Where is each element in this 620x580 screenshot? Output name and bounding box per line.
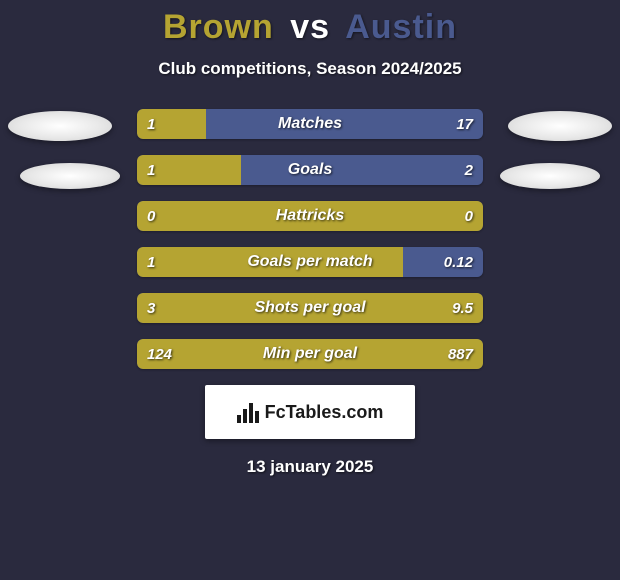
stat-right-value: 2 (465, 155, 473, 185)
stat-row: 12Goals (137, 155, 483, 185)
stat-left-value: 124 (147, 339, 172, 369)
stat-right-value: 9.5 (452, 293, 473, 323)
player2-name: Austin (345, 8, 457, 46)
avatar-placeholder-right-1 (508, 111, 612, 141)
stat-right-fill (206, 109, 483, 139)
stat-left-fill (137, 201, 483, 231)
stat-right-fill (241, 155, 483, 185)
stat-left-fill (137, 293, 483, 323)
stat-left-fill (137, 247, 403, 277)
comparison-card: Brown vs Austin Club competitions, Seaso… (0, 0, 620, 477)
stat-row: 10.12Goals per match (137, 247, 483, 277)
stat-left-value: 1 (147, 155, 155, 185)
bar-chart-icon (237, 401, 259, 423)
vs-label: vs (290, 8, 330, 46)
avatar-placeholder-left-2 (20, 163, 120, 189)
stat-row: 39.5Shots per goal (137, 293, 483, 323)
stat-row: 00Hattricks (137, 201, 483, 231)
stats-area: 117Matches12Goals00Hattricks10.12Goals p… (0, 109, 620, 369)
stat-right-value: 17 (456, 109, 473, 139)
stat-left-fill (137, 339, 483, 369)
stat-row: 117Matches (137, 109, 483, 139)
page-title: Brown vs Austin (0, 8, 620, 47)
stat-left-value: 1 (147, 109, 155, 139)
avatar-placeholder-left-1 (8, 111, 112, 141)
stat-left-value: 0 (147, 201, 155, 231)
stat-left-value: 3 (147, 293, 155, 323)
stat-right-value: 887 (448, 339, 473, 369)
stat-right-value: 0.12 (444, 247, 473, 277)
date-label: 13 january 2025 (0, 457, 620, 477)
avatar-placeholder-right-2 (500, 163, 600, 189)
brand-badge: FcTables.com (205, 385, 415, 439)
brand-text: FcTables.com (265, 402, 384, 423)
stat-right-value: 0 (465, 201, 473, 231)
subtitle: Club competitions, Season 2024/2025 (0, 59, 620, 79)
stat-left-value: 1 (147, 247, 155, 277)
player1-name: Brown (163, 8, 274, 46)
stat-bars: 117Matches12Goals00Hattricks10.12Goals p… (137, 109, 483, 369)
stat-row: 124887Min per goal (137, 339, 483, 369)
